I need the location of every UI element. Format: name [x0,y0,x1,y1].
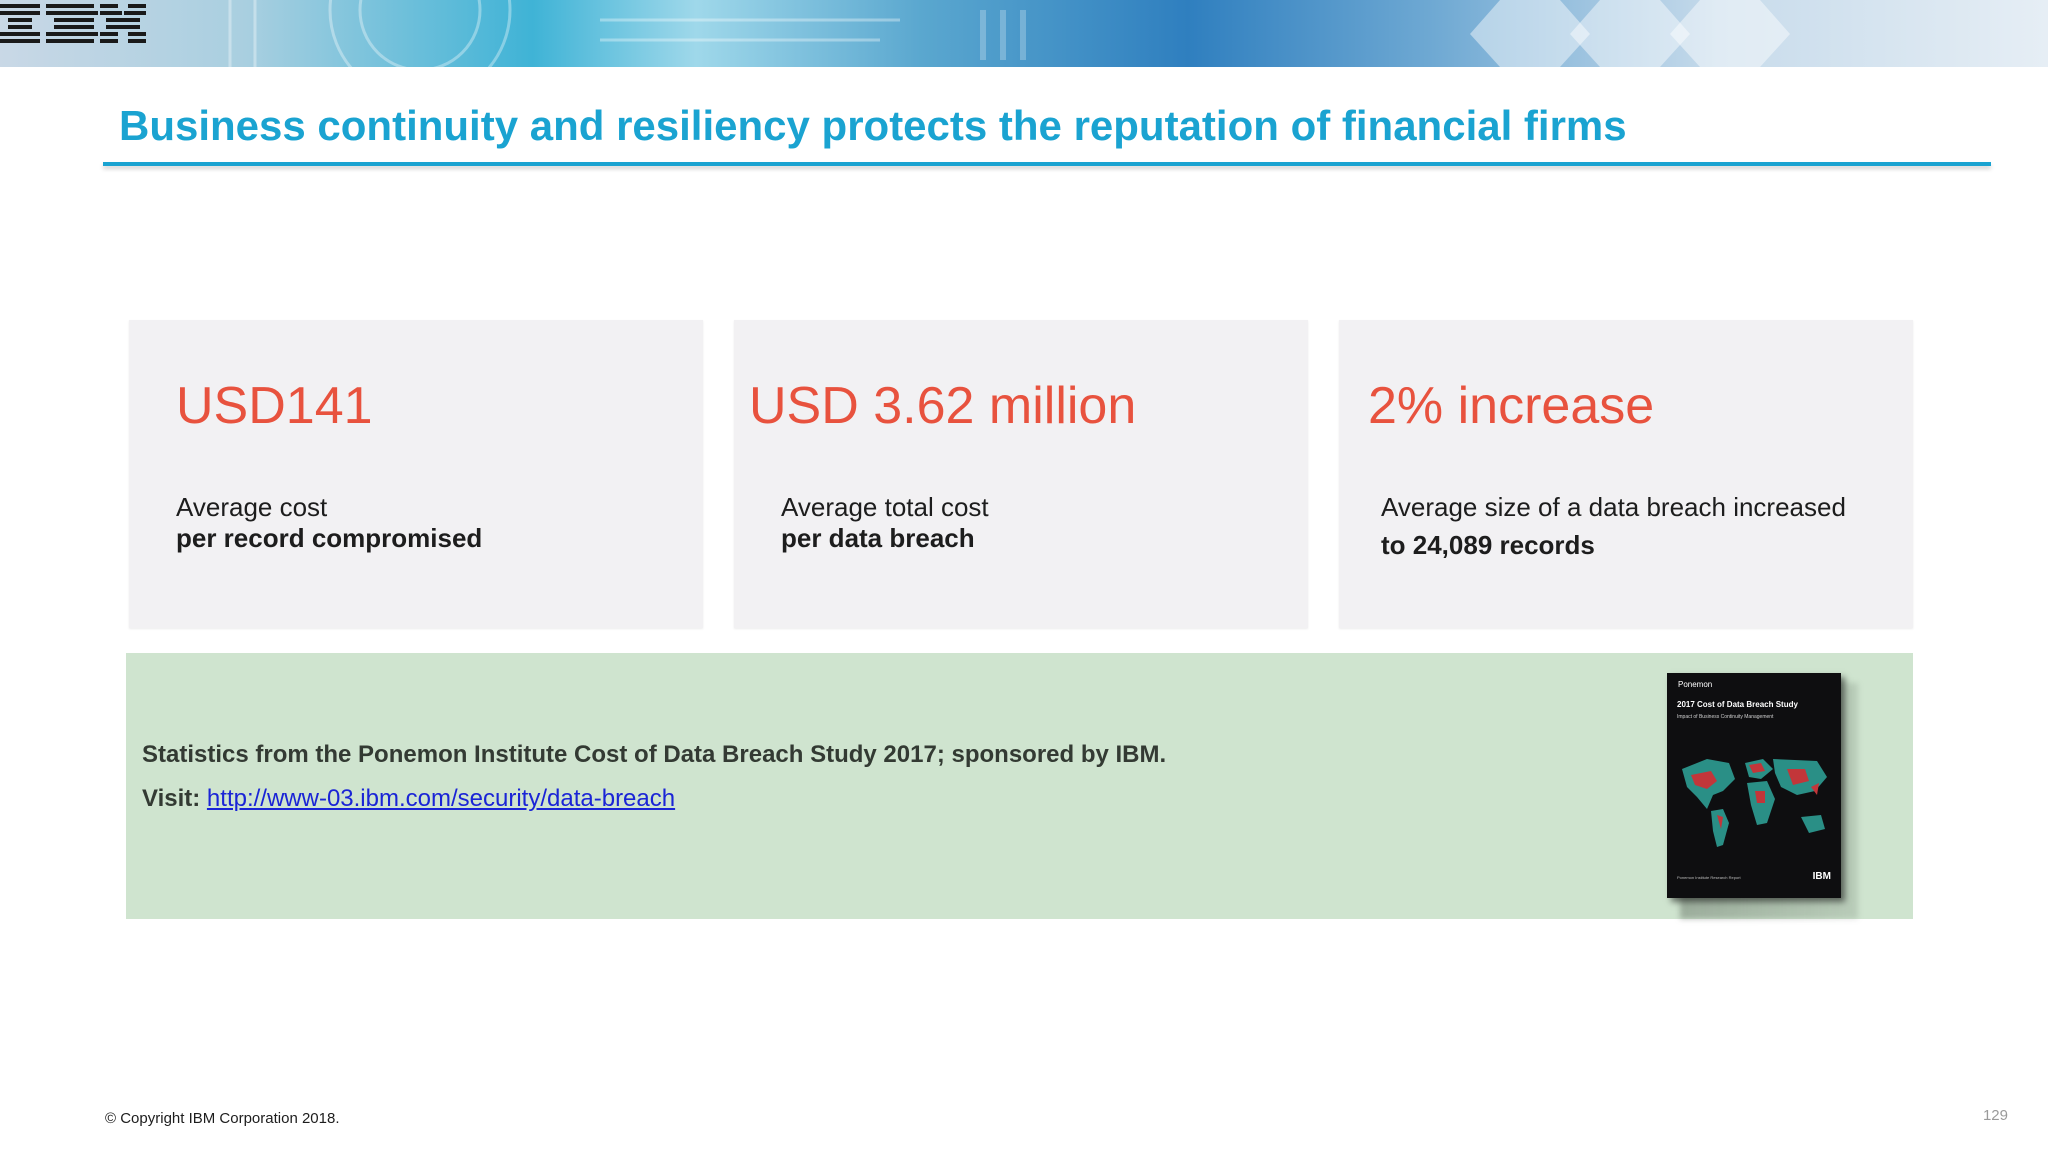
stat-value: 2% increase [1368,377,1655,435]
page-number: 129 [1982,1107,2008,1124]
report-subtitle: Impact of Business Continuity Management [1677,714,1774,720]
stat-value: USD141 [176,377,373,435]
slide-title: Business continuity and resiliency prote… [119,102,1627,149]
stat-label-bold: to 24,089 records [1381,530,1595,560]
data-breach-link[interactable]: http://www-03.ibm.com/security/data-brea… [206,785,676,812]
stat-card-cost-per-breach: USD 3.62 million Average total cost per … [734,320,1308,628]
ibm-logo [0,4,146,43]
stat-label: Average size of a data breach increased [1381,492,1846,522]
visit-label: Visit: [142,785,201,812]
title-divider [103,162,1991,166]
source-panel: Statistics from the Ponemon Institute Co… [126,653,1913,919]
copyright-notice: © Copyright IBM Corporation 2018. [105,1110,340,1127]
stat-label-bold: per record compromised [176,523,483,553]
report-brand: Ponemon [1678,680,1713,689]
header-banner [0,0,2048,67]
stat-value: USD 3.62 million [749,377,1137,435]
stat-label-bold: per data breach [781,523,975,553]
stat-label: Average total cost [781,492,989,522]
banner-graphic [228,0,1790,67]
stat-card-cost-per-record: USD141 Average cost per record compromis… [129,320,703,628]
stat-label: Average cost [176,492,328,522]
stat-card-breach-size: 2% increase Average size of a data breac… [1339,320,1913,628]
world-map-graphic [1682,759,1827,847]
report-title: 2017 Cost of Data Breach Study [1677,700,1798,709]
source-visit-line: Visit: http://www-03.ibm.com/security/da… [142,785,675,813]
report-footer: Ponemon Institute Research Report [1677,875,1741,880]
report-ibm-logo: IBM [1812,871,1831,882]
report-cover-image: Ponemon 2017 Cost of Data Breach Study I… [1667,673,1841,898]
source-statement: Statistics from the Ponemon Institute Co… [142,741,1167,768]
